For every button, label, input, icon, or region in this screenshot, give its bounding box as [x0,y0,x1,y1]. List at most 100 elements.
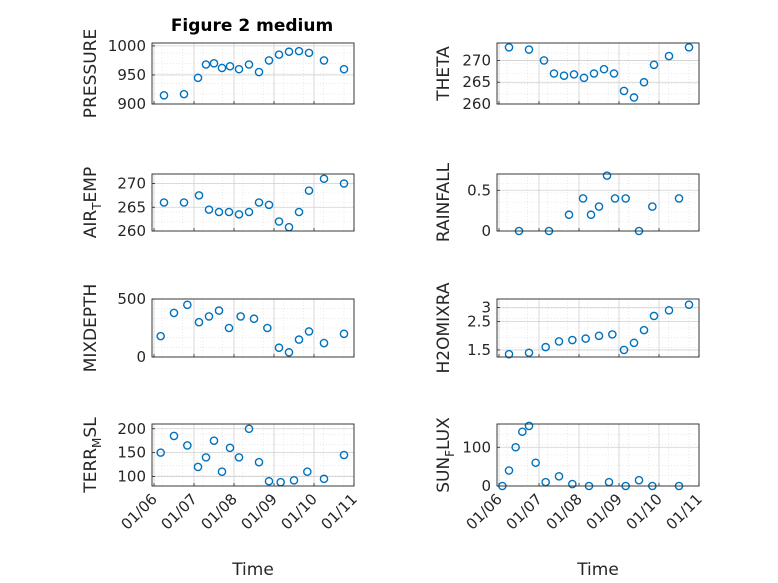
data-point [319,174,329,184]
data-point [304,327,314,336]
x-tick-label: 01/11 [318,490,361,533]
data-point [649,311,659,321]
y-tick-label: 200 [117,420,146,438]
x-axis-label: Time [231,560,274,580]
data-point [217,467,227,476]
plot-frame [151,42,355,105]
data-point [179,89,189,99]
data-point [586,210,596,220]
data-point [578,194,588,203]
data-point [339,179,349,188]
y-tick-label: 950 [117,66,146,84]
data-point [264,476,274,486]
data-point [319,474,329,484]
subplot-1: 900 950 1000 PRESSURE [81,29,355,118]
y-axis-label: MIXDEPTH [81,284,101,373]
data-point [284,47,294,57]
data-point [511,442,520,452]
y-tick-label: 500 [117,290,146,308]
data-point [684,43,694,52]
data-point [194,317,204,327]
plot-frame [151,298,355,358]
subplot-2: 260 265 270 THETA [434,42,700,113]
data-point [274,217,284,226]
subplot-7: 100150200TERRMSL01/0601/0701/0801/0901/1… [81,417,361,580]
data-point [254,67,264,77]
y-axis-label: THETA [434,46,454,102]
y-tick-label: 900 [117,95,146,113]
data-point [621,194,630,203]
data-point [156,448,165,457]
data-point [664,306,674,315]
plot-frame [496,423,700,487]
y-tick-label: 0 [481,477,491,495]
data-point [284,348,294,357]
data-point [639,325,649,335]
data-point [524,348,534,358]
data-point [254,457,264,467]
subplot-5: 0 500 MIXDEPTH [81,284,355,373]
data-point [159,198,169,207]
data-point [599,64,609,74]
data-point [634,475,644,485]
y-tick-label: 1.5 [467,341,491,359]
data-point [559,71,569,80]
data-point [225,61,235,71]
data-point [568,479,577,489]
data-point [504,466,514,475]
data-point [594,202,604,211]
data-point [524,421,534,431]
data-point [319,56,329,65]
data-point [648,202,657,211]
y-axis-label: RAINFALL [434,162,454,242]
data-point [201,453,211,462]
data-point [159,90,169,100]
data-point [249,314,259,324]
y-tick-label: 260 [462,95,491,113]
data-point [254,198,264,207]
data-point [554,472,564,481]
data-point [594,331,604,341]
data-point [304,48,314,58]
y-tick-label: 260 [117,222,146,240]
data-point [234,210,244,219]
data-point [225,443,235,453]
x-axis-label: Time [576,560,619,580]
data-point [602,171,612,180]
data-point [204,205,214,214]
data-point [264,56,274,65]
data-point [274,343,284,353]
data-point [236,312,245,321]
y-tick-label: 265 [462,73,491,91]
data-point [541,342,550,352]
plot-frame [151,423,355,487]
plot-frame [496,298,700,358]
data-point [549,69,559,78]
data-point [224,207,234,217]
data-point [289,475,299,485]
data-point [674,194,684,203]
data-point [217,63,227,73]
x-tick-label: 01/09 [238,490,281,533]
data-point [518,427,527,437]
data-point [201,60,211,69]
data-point [581,334,590,343]
y-axis-label: AIRTEMP [81,167,104,238]
data-point [169,308,179,318]
data-point [214,207,224,217]
x-tick-label: 01/07 [158,490,201,533]
data-point [664,51,674,61]
y-tick-label: 2.5 [467,313,491,331]
y-tick-label: 0.5 [467,181,491,199]
data-point [204,312,214,321]
data-point [539,56,549,65]
data-point [183,441,192,450]
plot-frame [496,173,700,232]
y-tick-label: 3 [481,298,491,316]
subplot-6: 1.5 2.53 H2OMIXRA [434,282,700,374]
data-point [504,43,514,52]
data-point [274,50,284,59]
y-tick-label: 270 [117,175,146,193]
x-tick-label: 01/10 [278,490,321,533]
